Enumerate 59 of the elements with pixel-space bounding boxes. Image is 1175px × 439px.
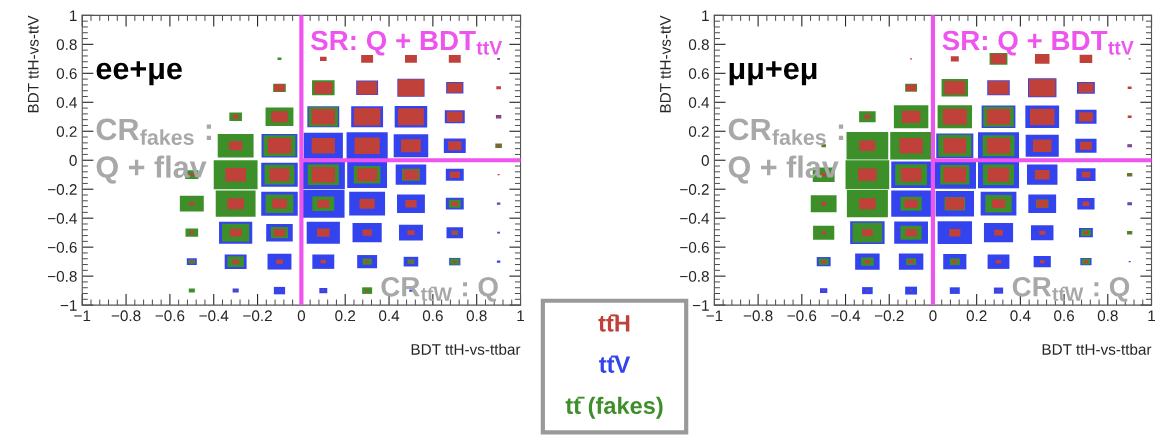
annotation: Q + flav [96,155,207,184]
x-tick-label: 0.8 [1097,310,1118,322]
y-tick-label: 1 [70,10,77,21]
y-tick-label: −0.2 [680,184,709,195]
x-tick-label: 0.4 [379,310,400,322]
annotation: SR: Q + BDT$_{ttV}$ [942,30,1134,56]
x-tick-label: −0.6 [787,310,817,322]
annotation: CR$_{tt̄W}$ : Q [1012,276,1130,302]
y-tick-label: −0.6 [680,242,709,253]
x-tick-label: 1 [1148,310,1155,322]
y-tick-label: 0.2 [688,126,709,137]
x-axis-title: BDT ttH-vs-ttbar [1042,343,1152,355]
y-tick-label: −0.8 [47,271,77,282]
x-tick-label: 0 [297,310,306,322]
y-tick-label: 0.6 [56,68,77,79]
x-tick-label: −0.4 [199,310,229,322]
x-tick-label: −0.6 [155,310,185,322]
y-tick-label: −0.4 [47,213,77,224]
x-tick-label: −0.8 [111,310,141,322]
y-tick-label: 0 [701,155,709,166]
annotation: Q + flav [728,155,839,184]
y-axis-title: BDT ttH-vs-ttV [660,15,671,113]
annotation: CR$_{fakes}$ : [728,118,844,145]
x-tick-label: 0.2 [966,310,987,322]
y-tick-label: 0.2 [56,126,77,137]
y-tick-label: 0.8 [688,39,709,51]
x-tick-label: −0.4 [831,310,861,322]
y-tick-label: −0.6 [47,242,77,253]
y-tick-label: −0.4 [680,213,710,224]
x-tick-label: −0.2 [243,310,272,322]
y-tick-label: 0 [69,155,77,166]
annotation: CR$_{tt̄W}$ : Q [381,276,498,302]
annotation: μμ+eμ [729,61,817,86]
x-tick-label: 0.2 [335,310,356,322]
y-tick-label: 0.4 [56,97,77,108]
x-tick-label: 0.8 [466,310,487,322]
x-tick-label: −0.8 [743,310,773,322]
text: tt̄H [598,314,630,332]
y-tick-label: 0.6 [688,68,709,79]
y-tick-label: 1 [702,10,709,21]
y-tick-label: 0.8 [56,39,77,51]
text: tt̄V [599,355,631,373]
x-tick-label: 0.4 [1010,310,1031,322]
x-tick-label: 0.6 [1054,310,1075,322]
x-tick-label: 1 [517,310,525,322]
y-tick-label: −1 [60,300,77,311]
y-tick-label: −1 [692,300,709,311]
text: tt̄ (fakes) [565,396,663,419]
x-tick-label: 0.6 [422,310,443,322]
y-tick-label: 0.4 [688,97,710,108]
x-tick-label: 0 [929,310,937,322]
x-tick-label: −0.2 [874,310,904,322]
annotation: CR$_{fakes}$ : [96,118,212,145]
annotation: SR: Q + BDT$_{ttV}$ [310,30,503,56]
x-axis-title: BDT ttH-vs-ttbar [411,343,521,355]
y-tick-label: −0.8 [680,271,709,282]
annotation: ee+μe [96,61,182,86]
y-axis-title: BDT ttH-vs-ttV [27,15,39,113]
y-tick-label: −0.2 [47,184,77,195]
